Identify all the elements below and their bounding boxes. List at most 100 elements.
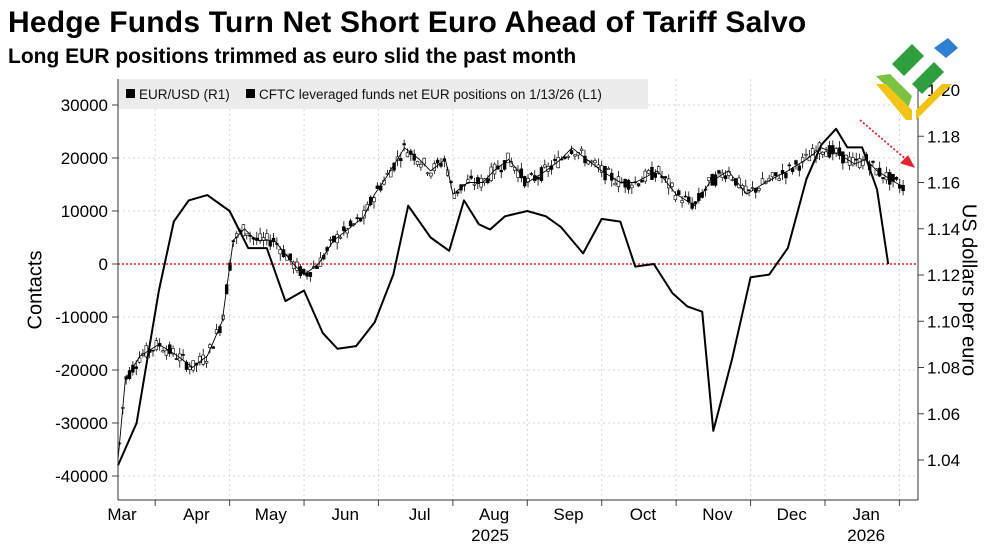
legend: EUR/USD (R1) CFTC leveraged funds net EUR… bbox=[126, 87, 602, 102]
candle-body bbox=[435, 159, 440, 164]
series-lines bbox=[117, 127, 904, 466]
candle-body bbox=[338, 236, 343, 239]
candle-body bbox=[486, 178, 490, 184]
candle-body bbox=[861, 159, 865, 166]
candle-body bbox=[804, 153, 808, 156]
candle-body bbox=[670, 182, 674, 187]
axes: 30000 20000 10000 0 -10000 -20000 -30000 -40000… bbox=[55, 79, 960, 545]
chart-title: Hedge Funds Turn Net Short Euro Ahead of… bbox=[8, 6, 807, 39]
candle-body bbox=[646, 170, 651, 174]
candle-body bbox=[348, 220, 353, 227]
x-tick-label: Jan bbox=[852, 505, 879, 524]
candle-body bbox=[245, 233, 249, 236]
candle-body bbox=[673, 195, 678, 201]
y-left-tick-label: 10000 bbox=[61, 202, 108, 221]
y-axis-left-label: Contacts bbox=[24, 250, 47, 330]
candle-body bbox=[680, 200, 684, 204]
candle-body bbox=[794, 160, 798, 165]
y-right-tick-label: 1.04 bbox=[927, 451, 960, 470]
candle-body bbox=[301, 268, 306, 274]
x-tick-label: Jun bbox=[332, 505, 359, 524]
candle-body bbox=[573, 154, 577, 157]
candle-body bbox=[308, 272, 313, 277]
candle-body bbox=[881, 177, 885, 180]
y-left-tick-label: -10000 bbox=[55, 308, 108, 327]
candle-body bbox=[536, 177, 540, 180]
candle-body bbox=[824, 151, 828, 157]
candle-body bbox=[700, 192, 704, 198]
candle-body bbox=[606, 168, 611, 170]
year-label: 2025 bbox=[471, 526, 509, 545]
y-left-tick-label: 0 bbox=[99, 255, 108, 274]
gridlines bbox=[118, 79, 918, 500]
y-right-tick-label: 1.18 bbox=[927, 127, 960, 146]
trend-arrow bbox=[859, 119, 916, 168]
candle-body bbox=[677, 190, 681, 196]
candle-body bbox=[713, 174, 718, 186]
candle-body bbox=[429, 172, 433, 177]
candle-body bbox=[553, 159, 557, 161]
candle-body bbox=[569, 150, 574, 154]
candle-body bbox=[184, 361, 189, 370]
candle-body bbox=[188, 366, 192, 370]
candle-body bbox=[456, 191, 460, 194]
legend-swatch bbox=[246, 89, 255, 98]
y-right-tick-label: 1.08 bbox=[927, 359, 960, 378]
candle-body bbox=[656, 166, 661, 174]
eurusd-line bbox=[117, 147, 904, 461]
candle-body bbox=[499, 169, 503, 173]
candle-body bbox=[399, 158, 403, 162]
x-tick-label: Mar bbox=[107, 505, 137, 524]
y-right-tick-label: 1.06 bbox=[927, 405, 960, 424]
candle-body bbox=[563, 156, 567, 159]
candle-body bbox=[174, 358, 179, 360]
x-tick-label: May bbox=[255, 505, 288, 524]
candle-body bbox=[643, 170, 647, 182]
candle-body bbox=[161, 350, 165, 353]
candle-body bbox=[198, 356, 202, 363]
x-tick-label: Jul bbox=[409, 505, 431, 524]
candle-body bbox=[790, 168, 795, 172]
candle-body bbox=[774, 172, 778, 177]
candle-body bbox=[516, 169, 520, 178]
x-tick-label: Aug bbox=[479, 505, 509, 524]
candle-body bbox=[787, 164, 791, 167]
y-right-tick-label: 1.10 bbox=[927, 312, 960, 331]
candle-body bbox=[502, 160, 507, 170]
candle-body bbox=[412, 153, 416, 161]
candle-body bbox=[258, 233, 262, 242]
candle-body bbox=[831, 145, 835, 155]
x-tick-label: Nov bbox=[702, 505, 733, 524]
candle-body bbox=[690, 202, 694, 209]
candle-body bbox=[566, 155, 570, 158]
candle-body bbox=[452, 193, 457, 199]
candle-body bbox=[375, 185, 380, 189]
candle-body bbox=[857, 158, 862, 168]
y-left-tick-label: -40000 bbox=[55, 467, 108, 486]
x-tick-label: Dec bbox=[777, 505, 808, 524]
candle-body bbox=[151, 349, 155, 352]
candle-body bbox=[596, 164, 601, 168]
candle-body bbox=[134, 366, 138, 369]
candle-body bbox=[871, 160, 875, 163]
candle-body bbox=[837, 147, 842, 156]
candle-body bbox=[265, 233, 269, 240]
candle-body bbox=[854, 158, 858, 161]
candle-body bbox=[653, 172, 658, 178]
candle-body bbox=[318, 257, 323, 267]
candle-body bbox=[278, 249, 282, 255]
candle-body bbox=[425, 172, 430, 175]
candle-body bbox=[342, 226, 346, 232]
candle-body bbox=[630, 184, 634, 189]
year-label: 2026 bbox=[847, 526, 885, 545]
candle-body bbox=[636, 183, 641, 187]
candle-body bbox=[777, 178, 781, 181]
candle-body bbox=[874, 168, 879, 176]
candle-body bbox=[613, 182, 617, 186]
legend-label: EUR/USD (R1) bbox=[139, 87, 230, 102]
candle-body bbox=[894, 176, 899, 180]
candle-body bbox=[368, 196, 373, 205]
candle-body bbox=[315, 265, 319, 270]
candle-body bbox=[529, 173, 534, 175]
